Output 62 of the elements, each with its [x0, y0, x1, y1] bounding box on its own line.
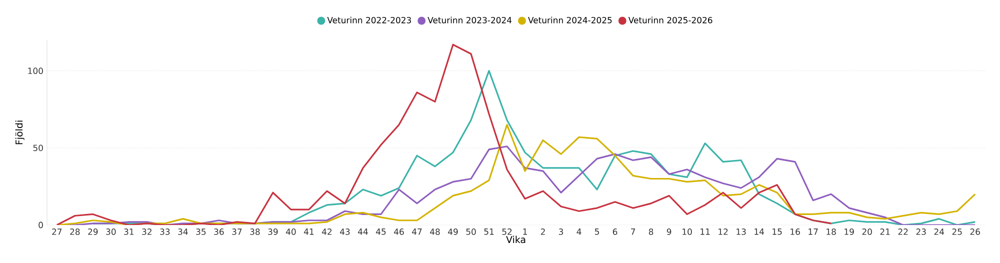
x-tick-label: 28 [70, 228, 80, 235]
x-tick-label: 26 [970, 228, 980, 235]
x-tick-label: 4 [576, 228, 582, 235]
x-tick-label: 51 [484, 228, 494, 235]
x-tick-label: 48 [430, 228, 440, 235]
y-axis-title: Fjöldi [15, 120, 24, 144]
x-tick-label: 34 [178, 228, 188, 235]
x-tick-label: 31 [124, 228, 134, 235]
x-tick-label: 16 [790, 228, 800, 235]
x-tick-label: 9 [666, 228, 672, 235]
x-tick-label: 6 [612, 228, 618, 235]
y-tick-label: 100 [28, 68, 43, 74]
line-series [56, 44, 832, 225]
x-tick-label: 13 [736, 228, 746, 235]
legend-label: Veturinn 2024-2025 [528, 16, 612, 24]
x-tick-label: 17 [808, 228, 818, 235]
legend-label: Veturinn 2023-2024 [428, 16, 512, 24]
x-tick-label: 38 [250, 228, 260, 235]
x-tick-label: 50 [466, 228, 476, 235]
x-tick-label: 30 [106, 228, 116, 235]
x-tick-label: 27 [52, 228, 62, 235]
x-tick-label: 45 [376, 228, 386, 235]
x-tick-label: 18 [826, 228, 836, 235]
x-tick-label: 36 [214, 228, 224, 235]
x-tick-label: 32 [142, 228, 152, 235]
x-tick-label: 49 [448, 228, 458, 235]
x-tick-label: 3 [558, 228, 564, 235]
x-tick-label: 10 [682, 228, 692, 235]
x-tick-label: 22 [898, 228, 908, 235]
legend-label: Veturinn 2025-2026 [628, 16, 712, 24]
x-tick-label: 23 [916, 228, 926, 235]
x-tick-label: 47 [412, 228, 422, 235]
x-axis-title: Vika [506, 236, 526, 244]
x-tick-label: 24 [934, 228, 944, 235]
x-tick-label: 2 [540, 228, 545, 235]
x-tick-label: 20 [862, 228, 872, 235]
x-tick-label: 40 [286, 228, 296, 235]
y-tick-label: 0 [38, 222, 43, 228]
x-tick-label: 15 [772, 228, 782, 235]
x-tick-label: 39 [268, 228, 278, 235]
x-tick-label: 33 [160, 228, 170, 235]
x-tick-label: 25 [952, 228, 962, 235]
x-tick-label: 43 [340, 228, 350, 235]
x-tick-label: 46 [394, 228, 404, 235]
x-tick-label: 14 [754, 228, 764, 235]
x-tick-label: 7 [631, 228, 636, 235]
x-tick-label: 19 [844, 228, 854, 235]
x-tick-label: 41 [304, 228, 314, 235]
x-tick-label: 5 [594, 228, 599, 235]
legend-label: Veturinn 2022-2023 [327, 16, 411, 24]
x-tick-label: 11 [700, 228, 710, 235]
x-tick-label: 21 [880, 228, 890, 235]
x-tick-label: 52 [502, 228, 512, 235]
x-tick-label: 37 [232, 228, 242, 235]
x-tick-label: 1 [523, 228, 527, 235]
x-tick-label: 42 [322, 228, 332, 235]
x-tick-label: 8 [648, 228, 654, 235]
x-tick-label: 35 [196, 228, 206, 235]
y-tick-label: 50 [33, 144, 43, 152]
x-tick-label: 12 [718, 228, 728, 235]
x-tick-label: 29 [88, 228, 98, 235]
x-tick-label: 44 [358, 228, 368, 235]
